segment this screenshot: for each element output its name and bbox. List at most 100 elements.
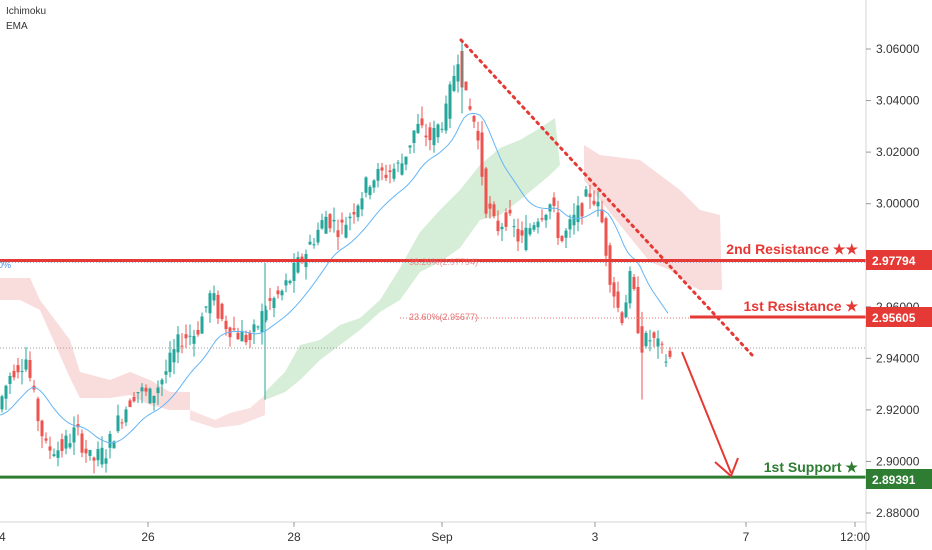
price-tick-label: 2.92000 <box>876 403 920 417</box>
candle-body <box>536 221 540 228</box>
candle-body <box>508 209 512 214</box>
candle-body <box>276 290 280 295</box>
candle-body <box>252 324 256 332</box>
candle-body <box>328 214 332 229</box>
candle-body <box>544 214 548 221</box>
candle-body <box>172 349 176 363</box>
candle-body <box>320 220 324 229</box>
candle-body <box>324 216 328 234</box>
candle-body <box>168 352 172 373</box>
candle-body <box>520 230 524 236</box>
candle-body <box>376 168 380 181</box>
candle-body <box>596 201 600 207</box>
candle-body <box>136 392 140 394</box>
time-axis[interactable]: 24 26 28 Sep 3 7 12:00 <box>0 522 870 544</box>
candle-body <box>8 375 12 384</box>
candle-body <box>404 156 408 165</box>
candle-body <box>312 244 316 246</box>
candle-body <box>380 167 384 171</box>
candle-body <box>92 457 96 461</box>
cloud-bearish-left <box>0 278 190 410</box>
time-tick-label: 12:00 <box>840 530 870 544</box>
candle-body <box>100 447 104 465</box>
candle-body <box>456 64 460 82</box>
candle-body <box>432 127 436 146</box>
candle-body <box>208 293 212 314</box>
candlestick-series <box>0 41 672 474</box>
candle-body <box>368 186 372 196</box>
candle-body <box>88 449 92 456</box>
candle-body <box>132 397 136 402</box>
candle-body <box>104 458 108 464</box>
indicator-legend[interactable]: Ichimoku EMA <box>6 6 46 32</box>
candle-body <box>0 396 4 410</box>
candle-body <box>612 282 616 297</box>
candle-body <box>272 298 276 308</box>
candle-body <box>336 230 340 238</box>
ichimoku-label[interactable]: Ichimoku <box>6 6 46 17</box>
candle-body <box>420 118 424 126</box>
downtrend-line <box>459 38 754 357</box>
cloud-bearish-left2 <box>190 395 265 428</box>
price-tick-label: 2.88000 <box>876 506 920 520</box>
candle-body <box>212 293 216 301</box>
candle-body <box>476 130 480 141</box>
candle-body <box>584 189 588 197</box>
candle-body <box>64 435 68 449</box>
candle-body <box>96 448 100 461</box>
candle-body <box>256 326 260 328</box>
candle-body <box>628 271 632 304</box>
price-tick-label: 3.02000 <box>876 145 920 159</box>
candle-body <box>660 343 664 345</box>
candle-body <box>444 103 448 131</box>
candle-body <box>80 433 84 453</box>
candle-body <box>452 76 456 91</box>
candle-body <box>160 379 164 385</box>
candle-body <box>512 226 516 228</box>
candle-body <box>372 180 376 188</box>
candle-body <box>280 290 284 296</box>
candle-body <box>244 334 248 343</box>
candle-body <box>348 216 352 219</box>
candle-body <box>396 162 400 164</box>
annotations-layer <box>0 38 866 479</box>
ema-label[interactable]: EMA <box>6 21 28 32</box>
price-tick-label: 3.04000 <box>876 94 920 108</box>
candle-body <box>664 361 668 363</box>
candle-body <box>648 340 652 342</box>
time-tick-label: 3 <box>592 530 599 544</box>
projection-arrow-shaft <box>681 351 732 474</box>
candle-body <box>308 241 312 245</box>
candle-body <box>496 220 500 232</box>
first-resistance-badge: 2.95605 <box>866 307 932 327</box>
ema-line <box>0 112 669 444</box>
second-resistance-badge: 2.97794 <box>866 250 932 270</box>
candle-body <box>488 203 492 209</box>
candle-body <box>16 365 20 373</box>
candle-body <box>492 204 496 217</box>
candle-body <box>180 345 184 347</box>
candle-body <box>464 81 468 91</box>
candle-body <box>156 387 160 394</box>
candle-body <box>296 257 300 273</box>
candle-body <box>484 168 488 214</box>
candle-body <box>84 448 88 454</box>
candle-body <box>220 303 224 320</box>
price-tick-label: 3.06000 <box>876 42 920 56</box>
candle-body <box>68 443 72 448</box>
candle-body <box>472 115 476 122</box>
candle-body <box>392 168 396 179</box>
time-tick-label: 28 <box>287 530 301 544</box>
fib-236-label: 23.60%(2.95677) <box>409 312 478 322</box>
candle-body <box>176 334 180 353</box>
fib-382-label: 38.20%(2.97794) <box>409 257 478 267</box>
candle-body <box>120 422 124 424</box>
candle-body <box>636 286 640 334</box>
candle-body <box>144 387 148 392</box>
candle-body <box>128 400 132 408</box>
candle-body <box>316 229 320 243</box>
candle-body <box>300 256 304 262</box>
candle-body <box>268 298 272 301</box>
